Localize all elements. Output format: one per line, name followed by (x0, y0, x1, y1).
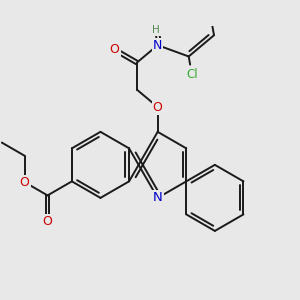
Text: O: O (110, 43, 119, 56)
Text: N: N (153, 39, 162, 52)
Text: O: O (153, 100, 163, 114)
Text: Cl: Cl (186, 68, 198, 81)
Text: O: O (20, 176, 30, 189)
Text: O: O (43, 215, 52, 228)
Text: H: H (152, 26, 160, 35)
Text: N: N (153, 191, 163, 204)
